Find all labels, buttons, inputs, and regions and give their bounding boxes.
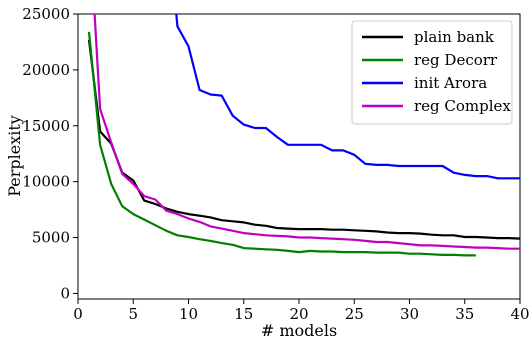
x-axis-label: # models bbox=[261, 321, 337, 340]
y-tick-label: 10000 bbox=[22, 173, 70, 191]
y-tick-label: 0 bbox=[60, 284, 70, 302]
legend: plain bank reg Decorr init Arora reg Comple… bbox=[351, 20, 513, 125]
y-tick-label: 15000 bbox=[22, 117, 70, 135]
series-line-init-arora bbox=[175, 14, 520, 180]
legend-box bbox=[351, 20, 513, 125]
legend-label-plain-bank: plain bank bbox=[414, 28, 495, 46]
y-axis-label: Perplexity bbox=[5, 115, 24, 197]
y-tick-label: 5000 bbox=[32, 229, 70, 247]
x-tick-label: 15 bbox=[234, 305, 253, 323]
legend-label-reg-decorr: reg Decorr bbox=[414, 51, 498, 69]
x-axis: 0 5 10 15 20 25 30 35 40 bbox=[73, 299, 530, 323]
y-axis: 0 5000 10000 15000 20000 25000 bbox=[22, 5, 78, 302]
series-line-reg-complex bbox=[93, 14, 520, 250]
x-tick-label: 40 bbox=[510, 305, 529, 323]
x-tick-label: 20 bbox=[289, 305, 308, 323]
x-tick-label: 30 bbox=[400, 305, 419, 323]
y-tick-label: 25000 bbox=[22, 5, 70, 23]
x-tick-label: 35 bbox=[455, 305, 474, 323]
x-tick-label: 0 bbox=[73, 305, 83, 323]
series-lines bbox=[87, 14, 520, 257]
legend-label-init-arora: init Arora bbox=[414, 74, 487, 92]
x-tick-label: 25 bbox=[345, 305, 364, 323]
series-line-reg-decorr bbox=[87, 31, 476, 257]
legend-label-reg-complex: reg Complex bbox=[414, 97, 511, 115]
x-tick-label: 10 bbox=[179, 305, 198, 323]
y-tick-label: 20000 bbox=[22, 61, 70, 79]
x-tick-label: 5 bbox=[128, 305, 138, 323]
